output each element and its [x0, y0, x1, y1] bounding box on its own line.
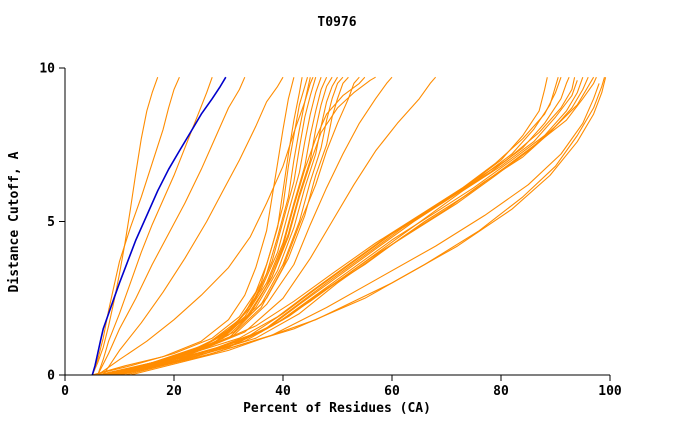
model-35-curve [97, 77, 562, 376]
model-15-curve [119, 76, 349, 376]
y-tick-label: 0 [47, 369, 55, 384]
model-27-curve [108, 77, 584, 376]
model-29-curve [113, 76, 595, 376]
y-tick-label: 5 [47, 215, 55, 230]
model-26-curve [108, 80, 578, 376]
axes-layer [59, 67, 611, 381]
model-22-curve [113, 76, 437, 376]
tick-labels-layer: 0 20 40 60 80 100 0 5 10 [39, 62, 622, 400]
y-tick-label: 10 [39, 62, 55, 77]
x-tick-label: 20 [166, 384, 182, 399]
model-32-curve [124, 77, 606, 376]
curves-layer [91, 76, 607, 376]
model-34-curve [103, 77, 576, 376]
model-30-curve [119, 76, 597, 376]
x-tick-label: 60 [384, 384, 400, 399]
x-tick-label: 80 [493, 384, 509, 399]
model-04-curve [97, 76, 246, 376]
model-03-curve [97, 77, 213, 376]
model-28-curve [113, 76, 589, 376]
model-02-curve [91, 76, 180, 376]
y-axis-label: Distance Cutoff, A [7, 151, 22, 292]
model-18-curve [92, 77, 295, 376]
model-16-curve [97, 76, 366, 376]
model-19-curve [97, 77, 311, 376]
x-tick-label: 40 [275, 384, 291, 399]
x-tick-label: 100 [598, 384, 622, 399]
model-21-curve [108, 76, 393, 376]
model-07-curve [97, 77, 309, 376]
chart-title: T0976 [317, 15, 356, 30]
x-axis-label: Percent of Residues (CA) [243, 401, 431, 416]
model-31-curve [119, 83, 600, 376]
model-25-curve [103, 76, 570, 376]
x-tick-label: 0 [61, 384, 69, 399]
model-05-curve [102, 76, 284, 376]
model-33-curve [130, 77, 607, 376]
highlighted-model-curve [91, 76, 227, 376]
